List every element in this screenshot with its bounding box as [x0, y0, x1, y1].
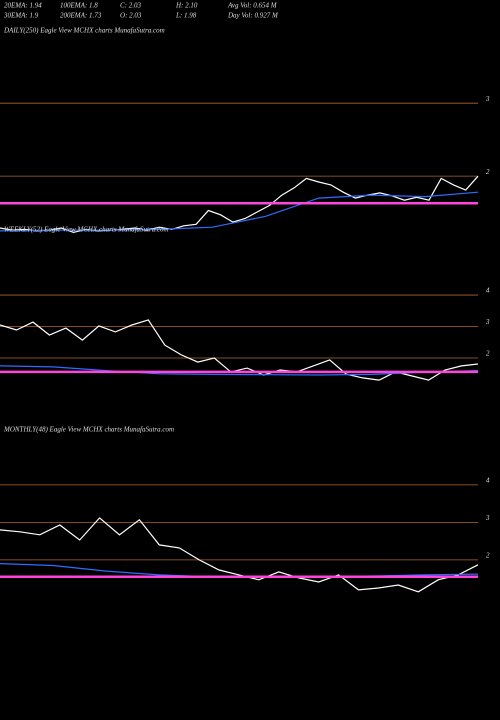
header-stat: Day Vol: 0.927 M: [227, 12, 279, 20]
series-line: [0, 517, 479, 593]
y-tick-label: 2: [486, 551, 490, 559]
y-tick-label: 3: [485, 318, 490, 326]
y-tick-label: 3: [485, 95, 490, 103]
header-stat: C: 2.03: [120, 2, 142, 10]
header-stat: 100EMA: 1.8: [60, 2, 98, 10]
y-tick-label: 2: [486, 350, 490, 358]
header-stat: 20EMA: 1.94: [4, 2, 42, 10]
header-stat: 30EMA: 1.9: [3, 12, 39, 20]
header-stat: 200EMA: 1.73: [60, 12, 102, 20]
header-stat: H: 2.10: [175, 2, 198, 10]
series-line: [0, 175, 479, 234]
y-tick-label: 4: [486, 476, 490, 484]
header-stat: L: 1.98: [175, 12, 197, 20]
y-tick-label: 4: [486, 287, 490, 295]
chart-title: WEEKLY(52) Eagle View MCHX charts Munafa…: [4, 226, 169, 234]
chart-title: DAILY(250) Eagle View MCHX charts Munafa…: [3, 27, 165, 35]
header-stat: Avg Vol: 0.654 M: [227, 2, 278, 10]
y-tick-label: 2: [486, 168, 490, 176]
chart-title: MONTHLY(48) Eagle View MCHX charts Munaf…: [3, 426, 174, 434]
series-line: [0, 365, 479, 376]
series-line: [0, 191, 479, 232]
header-stat: O: 2.03: [120, 12, 142, 20]
y-tick-label: 3: [485, 514, 490, 522]
